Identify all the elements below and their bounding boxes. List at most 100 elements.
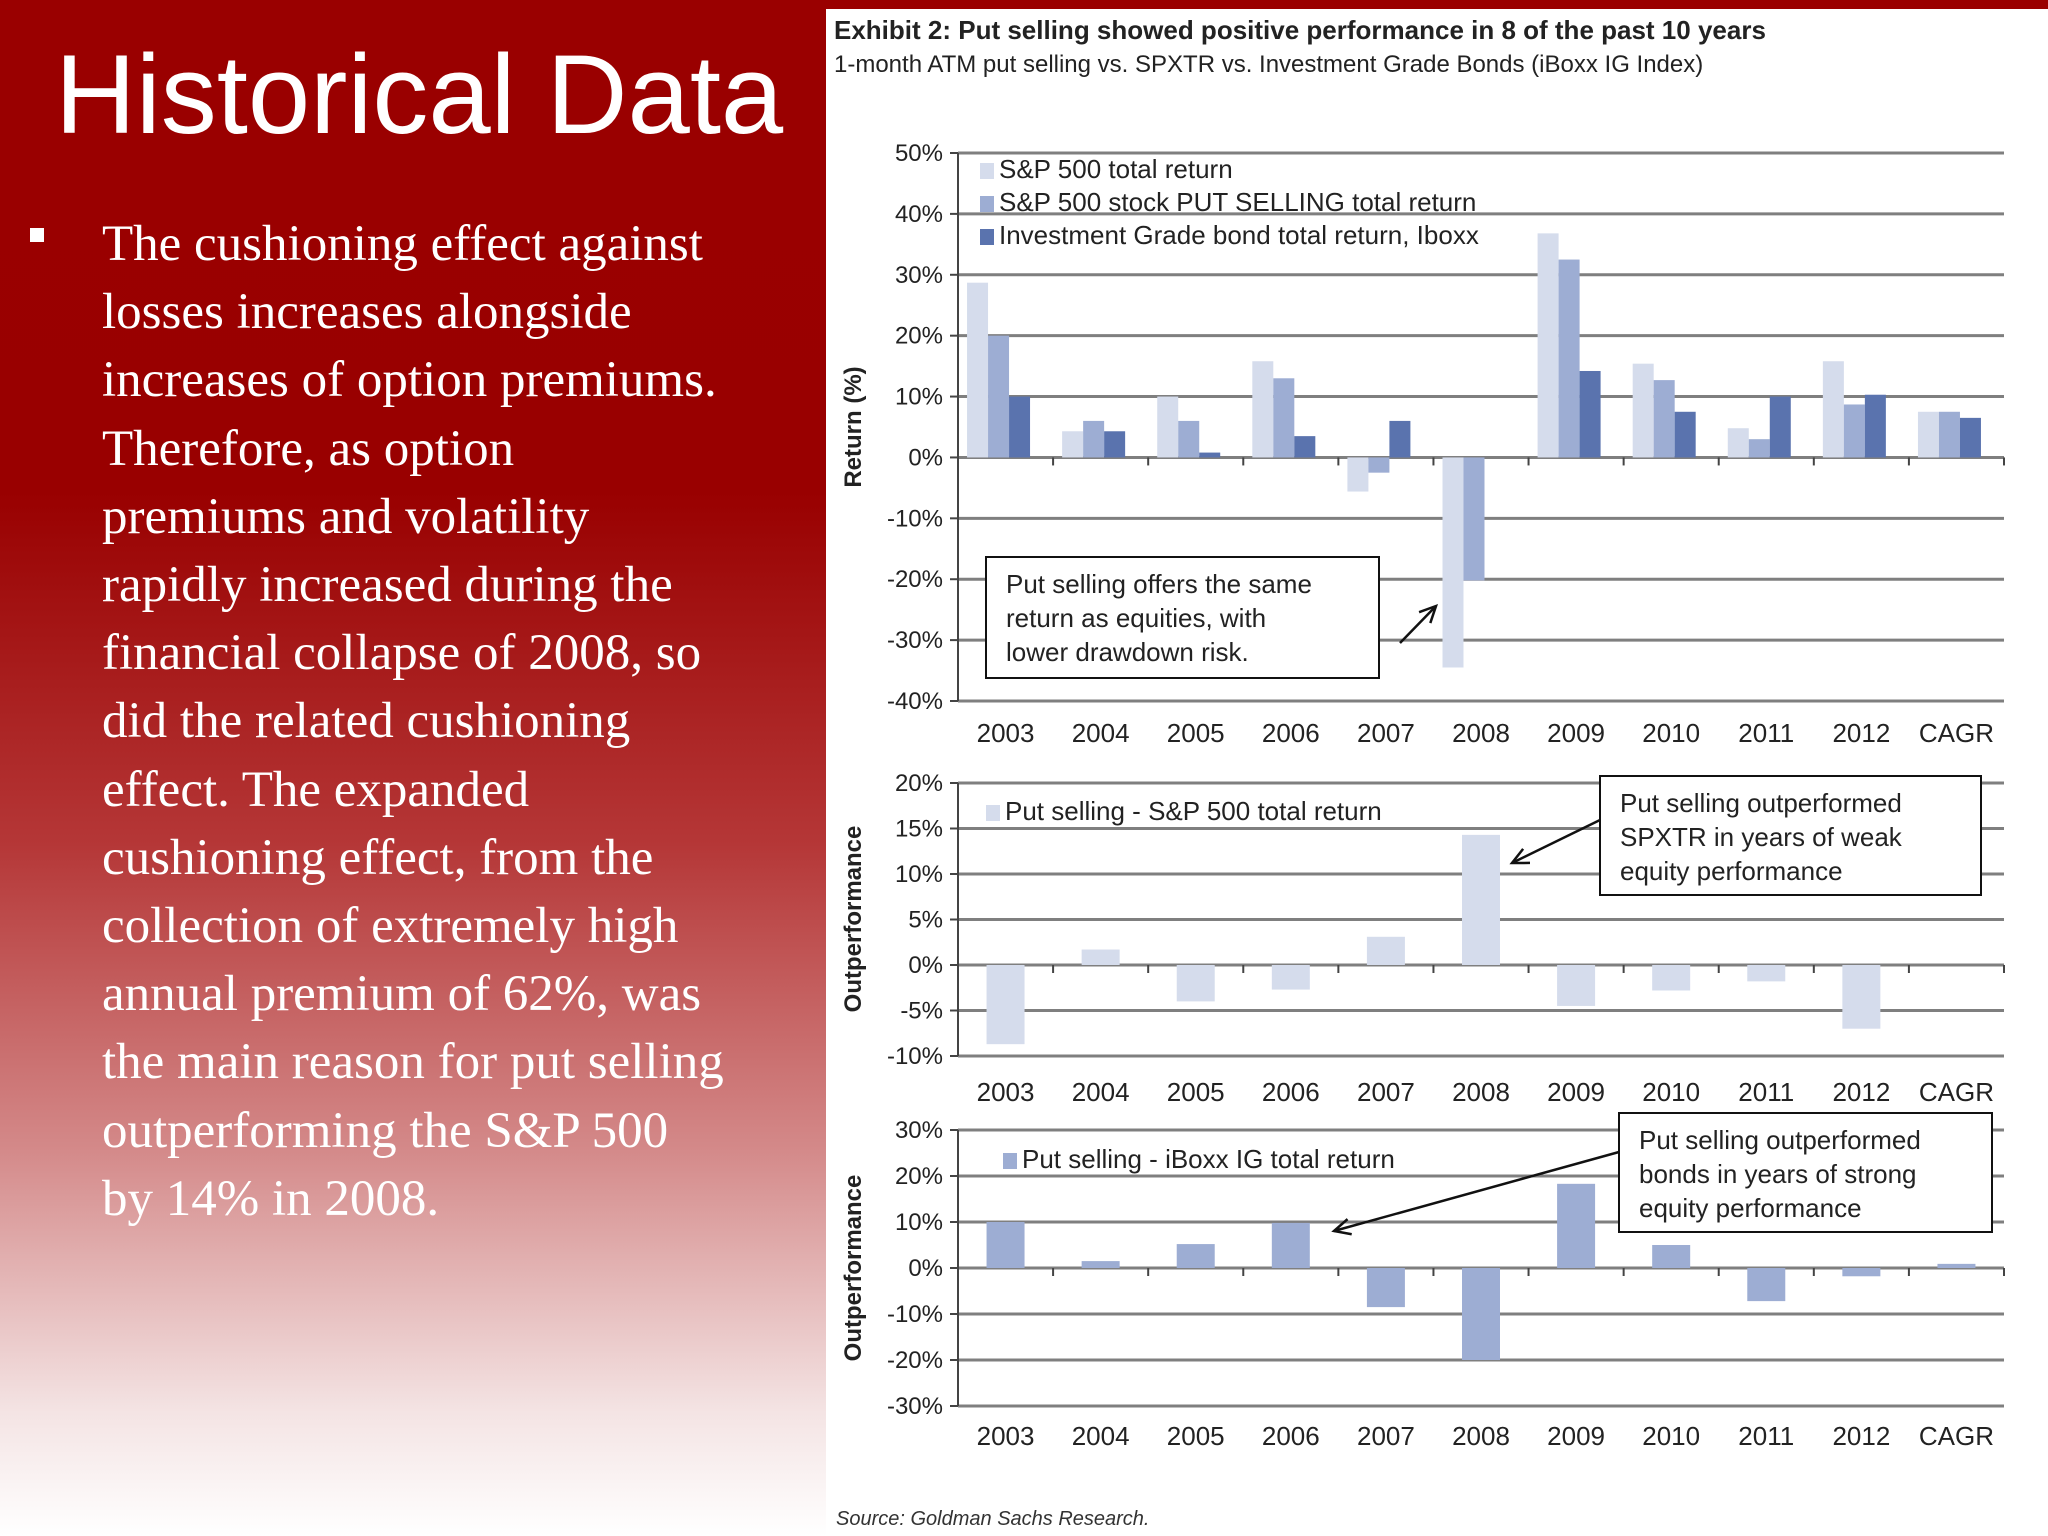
x-category-label: 2012: [1832, 1421, 1890, 1451]
y-tick-label: 10%: [895, 1209, 943, 1236]
x-category-label: 2010: [1642, 718, 1700, 748]
bar-2007-1: [1366, 1268, 1405, 1308]
y-tick-label: -20%: [887, 566, 943, 593]
y-tick-label: -30%: [887, 1393, 943, 1420]
charts-layer: 50% 40% 30% 20% 10% 0% -10% -20% -30% -40% Return …: [840, 140, 2005, 1451]
y-tick-label: 10%: [895, 384, 943, 411]
bullet-line: did the related cushioning: [102, 693, 631, 750]
bar-2005-1: [1157, 396, 1179, 458]
bar-2009-1: [1557, 965, 1596, 1006]
bullet-line: effect. The expanded: [102, 761, 530, 818]
y-tick-label: 0%: [908, 952, 943, 979]
legend-swatch: [980, 229, 994, 245]
bar-2009-2: [1558, 259, 1580, 458]
bar-cagr-1: [1937, 1263, 1976, 1268]
bullet-line: cushioning effect, from the: [102, 829, 654, 886]
legend-label: Investment Grade bond total return, Ibox…: [999, 220, 1479, 250]
bullet-line: premiums and volatility: [102, 488, 590, 545]
bar-2012-1: [1822, 361, 1844, 458]
exhibit-subtitle: 1-month ATM put selling vs. SPXTR vs. In…: [834, 51, 1703, 78]
x-category-label: 2003: [977, 1421, 1035, 1451]
legend-label: S&P 500 total return: [999, 154, 1233, 184]
y-tick-label: 50%: [895, 140, 943, 167]
y-axis-title: Outperformance: [840, 1175, 867, 1362]
x-category-label: 2007: [1357, 1421, 1415, 1451]
x-category-label: CAGR: [1919, 718, 1994, 748]
x-category-label: 2010: [1642, 1421, 1700, 1451]
y-tick-label: 15%: [895, 816, 943, 843]
x-category-label: 2008: [1452, 718, 1510, 748]
exhibit-title: Exhibit 2: Put selling showed positive p…: [834, 15, 1766, 45]
bar-2003-1: [986, 1222, 1025, 1268]
annotation-box: [1618, 1112, 1993, 1233]
bar-2004-1: [1081, 1261, 1120, 1268]
bullet-square-icon: [30, 228, 44, 242]
bullet-line: Therefore, as option: [102, 420, 515, 477]
bar-2010-3: [1674, 411, 1696, 458]
bar-2004-2: [1083, 420, 1105, 458]
chart-2: 20% 15% 10% 5% 0% -5% -10% Outperformance 2003 20…: [840, 770, 2005, 1107]
bullet-line: The cushioning effect against: [102, 216, 703, 272]
slide-title: Historical Data: [55, 32, 784, 157]
bar-2012-2: [1843, 404, 1865, 458]
annotation-text: SPXTR in years of weak: [1620, 822, 1903, 852]
x-category-label: 2008: [1452, 1077, 1510, 1107]
x-category-label: CAGR: [1919, 1421, 1994, 1451]
bar-2008-2: [1463, 457, 1485, 581]
legend-label: Put selling - iBoxx IG total return: [1022, 1144, 1395, 1174]
x-category-label: 2012: [1832, 1077, 1890, 1107]
y-tick-label: -5%: [900, 998, 943, 1025]
bar-2012-3: [1864, 394, 1886, 458]
legend-swatch: [980, 163, 994, 179]
annotation-text: Put selling outperformed: [1620, 788, 1902, 818]
y-tick-label: 0%: [908, 1255, 943, 1282]
x-category-label: 2010: [1642, 1077, 1700, 1107]
exhibit-source: Source: Goldman Sachs Research.: [836, 1508, 1150, 1530]
x-category-label: 2005: [1167, 1421, 1225, 1451]
bar-2010-1: [1652, 965, 1691, 991]
y-tick-label: -20%: [887, 1347, 943, 1374]
x-category-label: 2004: [1072, 718, 1130, 748]
bullet-line: annual premium of 62%, was: [102, 966, 702, 1023]
x-category-label: 2012: [1832, 718, 1890, 748]
y-tick-label: -10%: [887, 1043, 943, 1070]
bar-2003-2: [988, 335, 1010, 458]
annotation-text: return as equities, with: [1006, 603, 1266, 633]
bar-2012-1: [1842, 965, 1881, 1029]
x-category-label: 2009: [1547, 1077, 1605, 1107]
x-category-label: 2003: [977, 1077, 1035, 1107]
bar-2012-1: [1842, 1268, 1881, 1277]
bar-2011-1: [1747, 1268, 1786, 1302]
bar-2007-2: [1368, 457, 1390, 473]
x-category-label: 2005: [1167, 718, 1225, 748]
y-tick-label: 10%: [895, 861, 943, 888]
bullet-line: outperforming the S&P 500: [102, 1102, 669, 1159]
x-category-label: 2011: [1738, 1421, 1794, 1451]
chart-1: 50% 40% 30% 20% 10% 0% -10% -20% -30% -40% Return …: [840, 140, 2005, 748]
annotation-arrow: [1333, 1150, 1620, 1233]
legend-label: S&P 500 stock PUT SELLING total return: [999, 187, 1476, 217]
bullet-line: losses increases alongside: [102, 284, 632, 341]
bar-2009-1: [1537, 233, 1559, 458]
bar-2005-1: [1176, 965, 1215, 1002]
bar-2005-3: [1199, 452, 1221, 458]
annotation-box: [985, 556, 1380, 679]
bar-2011-1: [1747, 965, 1786, 982]
bar-2004-1: [1062, 431, 1084, 458]
bar-2006-3: [1294, 436, 1316, 458]
annotation-arrowhead: [1418, 603, 1439, 624]
x-category-label: 2006: [1262, 718, 1320, 748]
bar-2004-3: [1104, 431, 1126, 458]
x-category-label: 2004: [1072, 1077, 1130, 1107]
annotation-text: lower drawdown risk.: [1006, 637, 1249, 667]
y-tick-label: 20%: [895, 323, 943, 350]
y-tick-label: -30%: [887, 627, 943, 654]
bar-2008-1: [1462, 1268, 1500, 1360]
x-category-label: 2004: [1072, 1421, 1130, 1451]
legend-swatch: [980, 196, 994, 212]
bar-2008-1: [1442, 457, 1464, 668]
bar-2005-1: [1176, 1244, 1215, 1268]
bar-2004-1: [1081, 949, 1120, 965]
annotation-text: Put selling outperformed: [1639, 1125, 1921, 1155]
x-category-label: 2009: [1547, 1421, 1605, 1451]
